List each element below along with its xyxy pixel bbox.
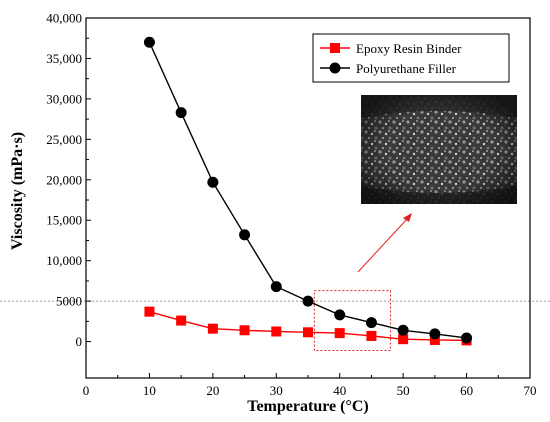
x-tick-label: 10 bbox=[143, 383, 156, 398]
legend-label-polyurethane: Polyurethane Filler bbox=[356, 61, 457, 76]
x-tick-label: 40 bbox=[333, 383, 346, 398]
data-point-epoxy bbox=[144, 306, 155, 317]
x-tick-label: 50 bbox=[397, 383, 410, 398]
x-tick-label: 30 bbox=[270, 383, 283, 398]
data-point-epoxy bbox=[398, 334, 409, 345]
pointer-arrow bbox=[357, 213, 412, 273]
legend-label-epoxy: Epoxy Resin Binder bbox=[356, 41, 462, 56]
y-tick-label: 35,000 bbox=[46, 51, 82, 66]
data-point-epoxy bbox=[366, 330, 377, 341]
y-tick-label: 10,000 bbox=[46, 253, 82, 268]
y-tick-label: 30,000 bbox=[46, 91, 82, 106]
series-layer bbox=[143, 36, 473, 346]
y-axis-title: Viscosity (mPa·s) bbox=[9, 132, 26, 250]
data-point-epoxy bbox=[334, 328, 345, 339]
y-tick-label: 15,000 bbox=[46, 213, 82, 228]
y-tick-label: 0 bbox=[76, 334, 83, 349]
y-tick-label: 5000 bbox=[56, 294, 82, 309]
x-tick-label: 60 bbox=[460, 383, 473, 398]
data-point-epoxy bbox=[239, 325, 250, 336]
data-point-polyurethane bbox=[239, 229, 251, 241]
data-point-polyurethane bbox=[207, 176, 219, 188]
x-axis-title: Temperature (°C) bbox=[247, 398, 368, 415]
data-point-epoxy bbox=[176, 315, 187, 326]
x-tick-label: 20 bbox=[206, 383, 219, 398]
legend-marker-epoxy bbox=[330, 43, 340, 53]
data-point-epoxy bbox=[429, 334, 440, 345]
legend-marker-polyurethane bbox=[329, 62, 341, 74]
data-point-epoxy bbox=[207, 323, 218, 334]
data-point-polyurethane bbox=[143, 36, 155, 48]
x-axis: 0 10 20 30 40 50 60 70 bbox=[83, 373, 537, 398]
data-point-polyurethane bbox=[175, 107, 187, 119]
inset-photo bbox=[361, 95, 517, 204]
data-point-polyurethane bbox=[270, 281, 282, 293]
y-tick-label: 20,000 bbox=[46, 172, 82, 187]
data-point-epoxy bbox=[271, 326, 282, 337]
y-tick-label: 25,000 bbox=[46, 132, 82, 147]
highlight-box bbox=[313, 290, 391, 351]
data-point-polyurethane bbox=[302, 295, 314, 307]
data-point-polyurethane bbox=[334, 309, 346, 321]
data-point-polyurethane bbox=[429, 328, 441, 340]
y-tick-label: 40,000 bbox=[46, 11, 82, 26]
data-point-epoxy bbox=[303, 327, 313, 338]
y-axis: 0 5000 10,000 15,000 20,000 25,000 30,000 35,00… bbox=[46, 11, 91, 349]
data-point-polyurethane bbox=[397, 324, 409, 336]
data-point-polyurethane bbox=[365, 317, 377, 329]
data-point-polyurethane bbox=[461, 332, 473, 344]
x-tick-label: 70 bbox=[524, 383, 537, 398]
legend: Epoxy Resin Binder Polyurethane Filler bbox=[312, 33, 510, 83]
x-tick-label: 0 bbox=[83, 383, 90, 398]
